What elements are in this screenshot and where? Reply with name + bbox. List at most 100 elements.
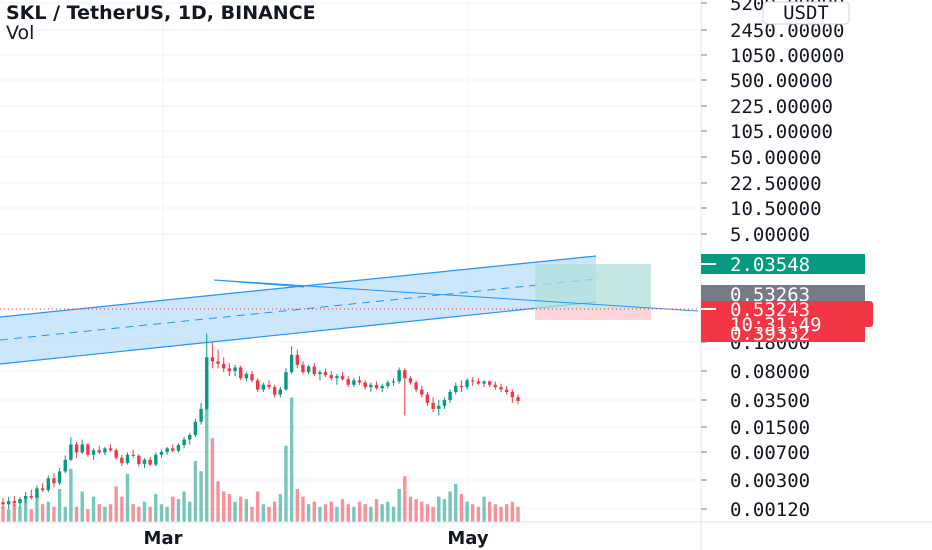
y-tick-label[interactable]: 0.03500 [730, 390, 810, 412]
candle-body [1, 502, 5, 505]
currency-button[interactable]: USDT [762, 1, 850, 25]
stop-zone[interactable] [535, 309, 651, 320]
price-label-entry[interactable] [701, 285, 865, 305]
volume-bar [120, 496, 124, 522]
volume-bar [323, 504, 328, 522]
candle-body [18, 498, 22, 504]
candles [1, 333, 520, 509]
volume-bar [233, 501, 237, 522]
candle-body [335, 376, 339, 379]
y-tick-label[interactable]: 500.00000 [730, 70, 833, 92]
grid [0, 0, 701, 522]
candle-body [142, 459, 147, 464]
candle-body [329, 375, 333, 379]
y-tick-label[interactable]: 225.00000 [730, 96, 833, 118]
candle-body [165, 448, 169, 452]
y-tick-label[interactable]: 22.50000 [730, 173, 822, 195]
volume-bar [12, 504, 17, 522]
price-label-target[interactable] [701, 254, 865, 274]
volume-bar [482, 496, 486, 522]
y-axis-ticks[interactable]: 5200.000002450.000001050.00000500.000002… [701, 0, 844, 521]
volume-bar [35, 494, 39, 522]
y-tick-label[interactable]: 50.00000 [730, 147, 822, 169]
volume-bar [408, 496, 413, 522]
y-tick-label[interactable]: 5.00000 [730, 224, 810, 246]
target-zone[interactable] [535, 264, 651, 309]
volume-bar [335, 506, 339, 522]
y-tick-label[interactable]: 10.50000 [730, 198, 822, 220]
volume-bar [261, 504, 266, 522]
candle-body [125, 454, 130, 463]
volume-bar [295, 488, 299, 522]
x-tick-label[interactable]: Mar [144, 528, 183, 549]
volume-bar [142, 501, 147, 522]
volume-bar [103, 506, 107, 522]
volume-bar [420, 501, 424, 522]
candle-body [86, 444, 90, 455]
volume-bar [278, 494, 283, 522]
candle-body [29, 495, 33, 498]
candle-body [510, 392, 515, 398]
candle-body [91, 450, 96, 455]
candle-body [114, 450, 118, 458]
volume-bar [193, 461, 198, 522]
volume-bar [6, 509, 11, 522]
price-label-last[interactable] [701, 301, 873, 327]
volume-bar [238, 496, 243, 522]
currency-label[interactable]: USDT [783, 2, 829, 24]
candle-body [267, 384, 271, 388]
volume-bar [499, 506, 503, 522]
volume-bar [465, 501, 469, 522]
y-tick-label[interactable]: 0.00300 [730, 470, 810, 492]
x-axis-ticks[interactable]: Mar May [144, 528, 489, 549]
volume-bar [414, 499, 418, 522]
channel-median-line[interactable] [0, 278, 597, 341]
chart-title: SKL / TetherUS, 1D, BINANCE [6, 2, 316, 24]
volume-bar [329, 501, 333, 522]
volume-bar [397, 488, 401, 522]
volume-bar [199, 471, 203, 522]
volume-bar [250, 506, 254, 522]
volume-bar [216, 481, 220, 522]
price-label-stop[interactable] [701, 324, 865, 342]
candle-body [97, 450, 101, 453]
candle-body [414, 382, 418, 390]
volume-bar [471, 504, 475, 522]
candle-body [233, 367, 237, 372]
y-tick-label[interactable]: 1050.00000 [730, 45, 844, 67]
candle-body [306, 366, 311, 373]
channel-lower-line[interactable] [0, 301, 597, 365]
candle-body [340, 376, 345, 380]
candle-body [374, 384, 379, 389]
y-tick-label[interactable]: 0.00120 [730, 499, 810, 521]
candle-body [323, 372, 328, 376]
candle-body [488, 381, 492, 385]
candle-body [52, 478, 56, 484]
trend-line[interactable] [213, 279, 699, 312]
volume-indicator-label[interactable]: Vol [6, 22, 34, 44]
y-tick-label[interactable]: 0.00700 [730, 442, 810, 464]
y-tick-label[interactable]: 2450.00000 [730, 20, 844, 42]
trend-line-short[interactable] [213, 279, 305, 288]
volume-bar [284, 445, 288, 522]
y-tick-label[interactable]: 0.01500 [730, 417, 810, 439]
y-tick-label[interactable]: 0.08000 [730, 361, 810, 383]
y-tick-label[interactable]: 105.00000 [730, 121, 833, 143]
x-tick-label[interactable]: May [447, 528, 489, 549]
volume-bar [431, 506, 435, 522]
candle-body [210, 357, 215, 362]
candle-body [69, 444, 73, 460]
candle-body [346, 379, 350, 385]
candle-body [312, 366, 316, 375]
volume-bar [267, 506, 271, 522]
volume-bar [222, 491, 226, 522]
volume-bar [504, 504, 509, 522]
price-label-entry-text: 0.53263 [730, 284, 810, 306]
volume-bar [352, 506, 356, 522]
candle-body [244, 374, 249, 379]
volume-bar [69, 468, 73, 522]
volume-bar [346, 504, 350, 522]
candle-body [63, 459, 67, 472]
volume-bar [391, 506, 396, 522]
candle-body [301, 364, 305, 373]
